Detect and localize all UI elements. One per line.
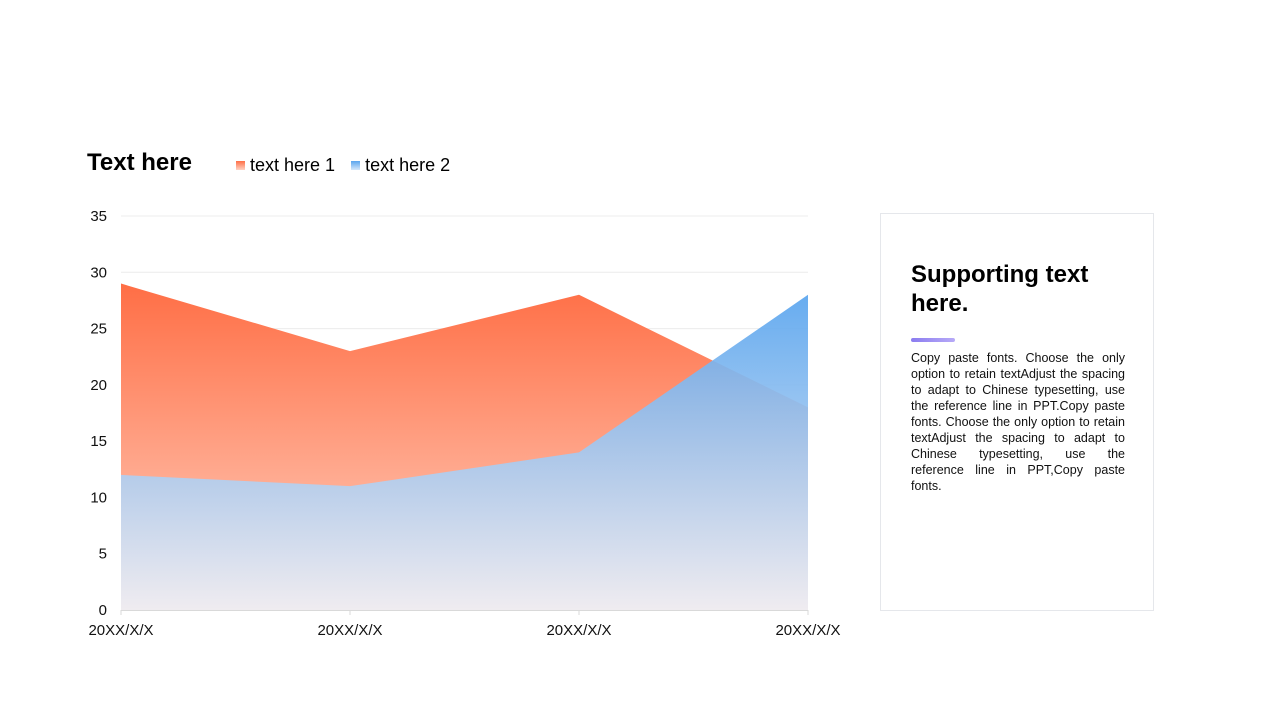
card-body-text: Copy paste fonts. Choose the only option… xyxy=(911,351,1125,493)
axes: 0 5 10 15 20 25 30 35 20XX/X/X 20XX/X/X 20XX/X/X 20… xyxy=(88,208,840,639)
y-tick-label: 0 xyxy=(99,602,107,619)
x-tick-label: 20XX/X/X xyxy=(775,622,840,639)
y-tick-label: 10 xyxy=(90,489,107,506)
legend-swatch-series-1 xyxy=(236,160,245,170)
y-tick-label: 15 xyxy=(90,433,107,450)
y-tick-label: 35 xyxy=(90,208,107,225)
series-area-2 xyxy=(121,294,808,610)
legend-label-series-2: text here 2 xyxy=(365,155,451,175)
legend-item-series-2: text here 2 xyxy=(351,153,450,177)
legend-label-series-1: text here 1 xyxy=(250,155,336,175)
card-accent-line xyxy=(911,338,955,342)
x-tick-label: 20XX/X/X xyxy=(317,622,382,639)
series-areas xyxy=(121,283,808,610)
x-tick-label: 20XX/X/X xyxy=(546,622,611,639)
area-chart: 0 5 10 15 20 25 30 35 20XX/X/X 20XX/X/X 20XX/X/X 20… xyxy=(88,208,840,639)
y-tick-label: 25 xyxy=(90,321,107,338)
legend-item-series-1: text here 1 xyxy=(236,153,335,177)
card-title: Supporting text here. xyxy=(911,261,1089,317)
y-tick-label: 5 xyxy=(99,546,107,563)
y-tick-label: 30 xyxy=(90,264,107,281)
supporting-text-card: Supporting text here. Copy paste fonts. … xyxy=(880,213,1154,611)
legend-swatch-series-2 xyxy=(351,160,361,170)
x-tick-label: 20XX/X/X xyxy=(88,622,153,639)
y-tick-label: 20 xyxy=(90,377,107,394)
chart-legend: text here 1 text here 2 xyxy=(236,153,450,177)
chart-title: Text here xyxy=(87,149,192,176)
